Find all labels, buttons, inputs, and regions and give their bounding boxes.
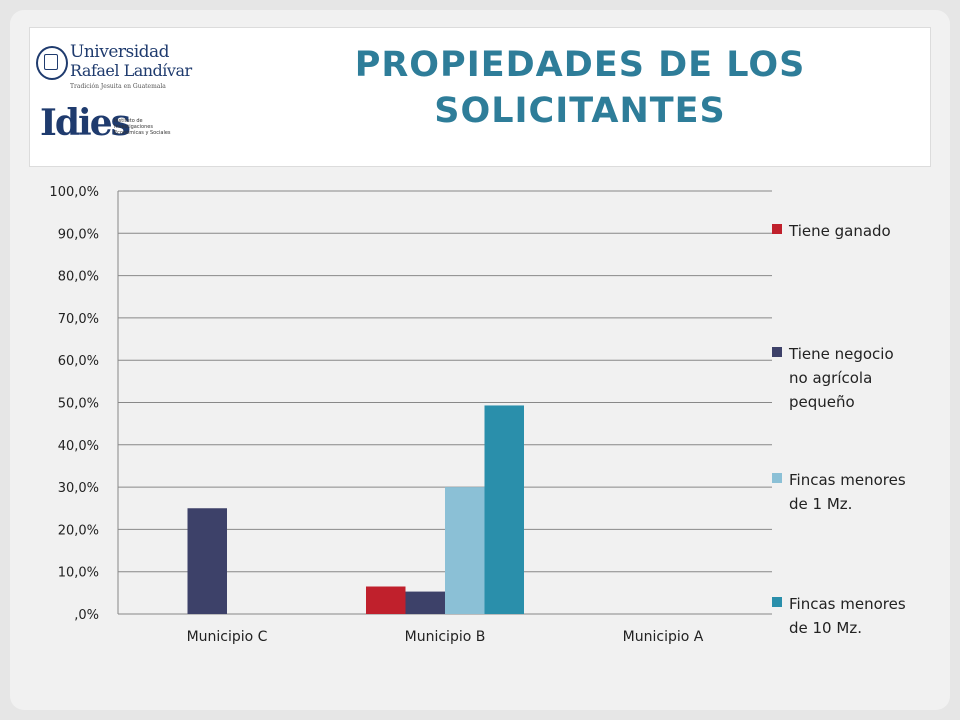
y-tick-label: 80,0% [58,270,99,285]
x-tick-label: Municipio A [623,629,704,645]
y-tick-label: 70,0% [58,312,99,327]
university-seal-icon [36,46,68,80]
legend-swatch [772,473,782,483]
x-tick-label: Municipio B [405,629,486,645]
bar [445,487,485,614]
legend-label: Tiene ganado [788,222,891,240]
legend-label: pequeño [789,393,855,411]
idies-logo: Idies [40,102,131,144]
legend-label: Fincas menores [789,595,906,613]
slide-title: PROPIEDADES DE LOS SOLICITANTES [270,42,890,134]
legend-swatch [772,597,782,607]
y-tick-label: 90,0% [58,227,99,242]
slide-header: Universidad Rafael Landívar Tradición Je… [30,28,930,166]
legend-label: Fincas menores [789,471,906,489]
y-tick-label: 20,0% [58,523,99,538]
university-name-line1: Universidad [70,42,170,62]
legend-label: de 10 Mz. [789,619,862,637]
y-tick-label: 50,0% [58,397,99,412]
y-tick-label: 30,0% [58,481,99,496]
slide-title-line1: PROPIEDADES DE LOS [354,45,806,85]
logo-block: Universidad Rafael Landívar Tradición Je… [36,38,192,158]
legend-swatch [772,224,782,234]
legend-swatch [772,347,782,357]
y-tick-label: 60,0% [58,354,99,369]
slide-title-line2: SOLICITANTES [434,91,726,131]
bar [405,591,445,614]
legend-label: Tiene negocio [788,345,894,363]
bar [484,405,524,614]
bar [187,508,227,614]
x-tick-label: Municipio C [187,629,268,645]
y-tick-label: 100,0% [49,185,99,200]
legend-label: no agrícola [789,369,872,387]
y-tick-label: 10,0% [58,566,99,581]
university-tagline: Tradición Jesuita en Guatemala [70,83,166,90]
legend-label: de 1 Mz. [789,495,852,513]
y-tick-label: ,0% [74,608,99,623]
bar [366,586,406,614]
university-name-line2: Rafael Landívar [70,61,192,80]
y-tick-label: 40,0% [58,439,99,454]
idies-subtitle: Instituto de Investigaciones Económicas … [114,118,171,136]
